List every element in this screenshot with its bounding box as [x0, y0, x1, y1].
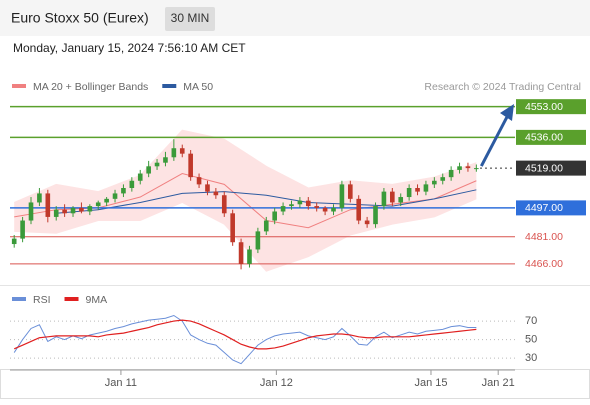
level-box — [516, 99, 586, 115]
candle-body — [221, 195, 227, 214]
candle-body — [129, 180, 135, 188]
candle-body — [247, 249, 252, 264]
level-label: 4497.00 — [525, 202, 563, 214]
candle-body — [121, 188, 126, 194]
candle-body — [28, 202, 34, 221]
candle-body — [423, 184, 429, 192]
candle-body — [11, 238, 17, 245]
level-label: 4519.00 — [525, 162, 563, 174]
candle-body — [289, 204, 294, 207]
indicator-line — [13, 314, 477, 365]
candle-body — [95, 202, 101, 207]
candle-body — [213, 191, 219, 196]
candle-body — [37, 193, 42, 203]
candle-body — [45, 193, 51, 217]
candle-body — [474, 168, 479, 170]
level-label: 4553.00 — [525, 101, 563, 113]
candle-body — [272, 211, 277, 221]
candle-body — [390, 191, 395, 203]
candle-body — [255, 231, 261, 250]
candle-body — [179, 148, 185, 154]
timestamp: Monday, January 15, 2024 7:56:10 AM CET — [13, 41, 246, 55]
candle-body — [432, 180, 437, 185]
candle-body — [322, 207, 328, 212]
candle-body — [196, 177, 202, 185]
candle-body — [364, 220, 370, 225]
bollinger-upper — [14, 129, 477, 203]
candle-body — [20, 220, 25, 239]
y-tick-label: 70 — [525, 315, 537, 327]
candle-body — [339, 184, 345, 208]
level-box — [516, 129, 586, 145]
y-tick-label: 30 — [525, 352, 537, 364]
legend-label: MA 50 — [183, 81, 213, 93]
moving-average — [56, 189, 477, 214]
interval-button[interactable] — [165, 7, 215, 31]
bollinger-lower — [14, 198, 477, 272]
legend-swatch — [64, 297, 79, 301]
header-bar — [0, 0, 590, 36]
candle-body — [415, 188, 420, 192]
candle-body — [440, 177, 446, 181]
legend-label: 9MA — [86, 294, 108, 306]
candle-body — [457, 166, 462, 170]
level-label: 4536.00 — [525, 132, 563, 144]
candle-body — [79, 207, 84, 212]
x-tick-label: Jan 15 — [414, 377, 447, 389]
legend-swatch — [12, 297, 26, 301]
candle-body — [112, 193, 118, 199]
candle-body — [398, 197, 404, 203]
candle-body — [305, 200, 311, 207]
bollinger-fill — [14, 130, 477, 272]
legend-swatch — [12, 84, 26, 88]
candle-body — [154, 162, 160, 167]
candle-body — [230, 213, 235, 243]
level-box — [516, 160, 586, 176]
credit: Research © 2024 Trading Central — [424, 81, 581, 93]
candle-body — [163, 157, 168, 163]
candle-body — [297, 200, 303, 205]
x-tick-label: Jan 11 — [105, 377, 137, 389]
title: Euro Stoxx 50 (Eurex) — [11, 10, 149, 26]
candle-body — [137, 173, 143, 181]
candle-body — [263, 220, 269, 232]
candle-body — [104, 198, 109, 203]
candle-body — [205, 184, 210, 192]
candle-body — [331, 207, 336, 212]
candle-body — [373, 206, 378, 225]
candle-body — [347, 184, 353, 199]
legend-swatch — [162, 84, 177, 88]
level-label: 4466.00 — [525, 258, 563, 270]
candle-body — [280, 206, 286, 212]
indicator-line — [13, 319, 477, 350]
candle-body — [70, 207, 76, 214]
forecast-arrow — [480, 114, 510, 167]
legend-label: MA 20 + Bollinger Bands — [33, 81, 148, 93]
y-tick-label: 50 — [525, 333, 537, 345]
level-label: 4481.00 — [525, 231, 563, 243]
interval-label[interactable]: 30 MIN — [171, 11, 210, 25]
candle-body — [314, 206, 320, 208]
forecast-arrowhead — [500, 104, 514, 121]
x-tick-label: Jan 12 — [260, 377, 293, 389]
candle-body — [62, 209, 67, 214]
candle-body — [188, 153, 193, 178]
candle-body — [238, 242, 244, 264]
candle-body — [146, 166, 151, 174]
candle-body — [356, 198, 362, 221]
candle-body — [448, 169, 454, 178]
x-tick-label: Jan 21 — [482, 377, 515, 389]
candle-body — [381, 191, 387, 207]
candle-body — [87, 206, 93, 212]
legend-label: RSI — [33, 294, 51, 306]
candle-body — [171, 148, 177, 158]
candle-body — [406, 188, 412, 198]
level-box — [516, 200, 586, 216]
candle-body — [465, 166, 471, 169]
candle-body — [53, 209, 59, 217]
